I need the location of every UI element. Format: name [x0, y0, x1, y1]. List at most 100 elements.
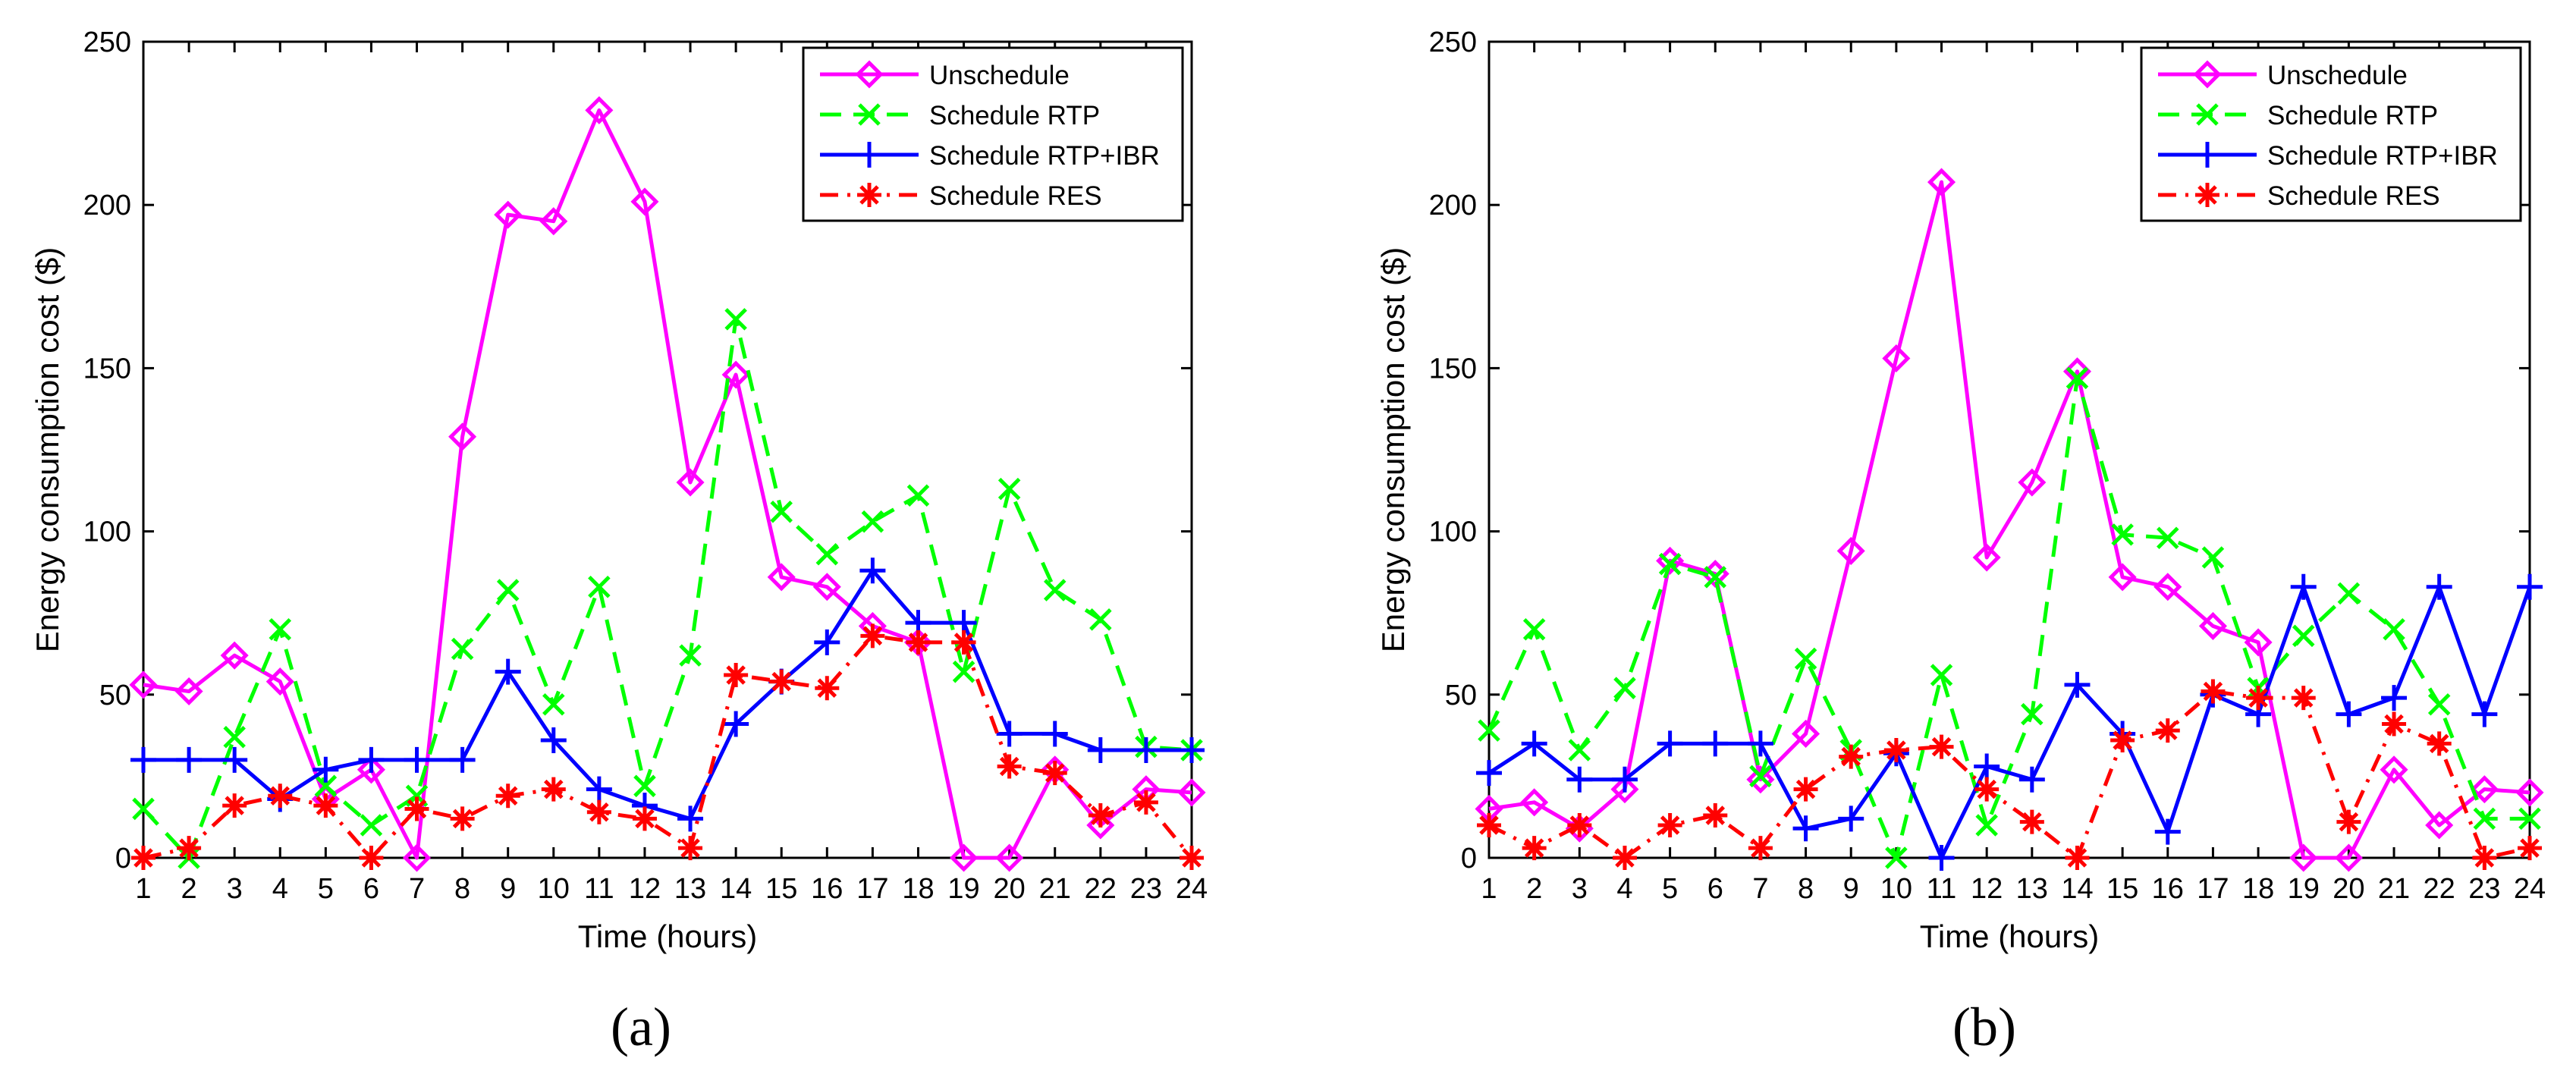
- chart-b-xtick-label: 22: [2424, 873, 2455, 905]
- chart-a-data-point: [223, 725, 246, 749]
- chart-b-legend-label: Schedule RES: [2267, 181, 2440, 211]
- chart-b-data-point: [1703, 803, 1728, 828]
- chart-b-xtick-label: 4: [1616, 873, 1632, 905]
- chart-b-data-point: [2380, 755, 2408, 784]
- chart-b-data-point: [1794, 647, 1817, 670]
- chart-a-data-point: [1180, 846, 1204, 870]
- chart-b-data-point: [2155, 718, 2180, 743]
- chart-b-xtick-label: 7: [1752, 873, 1768, 905]
- chart-b-data-point: [2427, 692, 2451, 716]
- chart-a-data-point: [129, 670, 158, 699]
- chart-b-xtick-label: 8: [1798, 873, 1814, 905]
- chart-b-data-point: [1657, 730, 1683, 757]
- chart-b-xtick-label: 15: [2106, 873, 2138, 905]
- chart-a-legend-marker: [855, 60, 884, 89]
- chart-b-data-point: [2201, 679, 2226, 704]
- chart-a-data-point: [495, 658, 521, 685]
- chart-a-data-point: [314, 774, 338, 798]
- chart-a-xtick-label: 16: [811, 873, 843, 905]
- chart-a-data-point: [859, 557, 886, 584]
- chart-a-data-point: [1089, 608, 1112, 631]
- chart-a-data-point: [952, 660, 975, 683]
- chart-b-xtick-label: 16: [2152, 873, 2184, 905]
- chart-a-data-point: [222, 793, 247, 818]
- chart-a-data-point: [861, 510, 884, 533]
- chart-a-data-point: [633, 774, 656, 798]
- chart-b-data-point: [2019, 809, 2044, 834]
- chart-b-legend-label: Unschedule: [2267, 61, 2408, 90]
- chart-b-data-point: [2473, 807, 2496, 831]
- chart-panel-a: 1 2 3 4 5 6 7 8 9 10 11 12 13 14 15 16 17 18 19 20 21 22 23 240…: [30, 27, 1208, 1057]
- chart-a-data-point: [767, 563, 796, 592]
- chart-a-data-point: [1041, 721, 1068, 747]
- chart-a-data-point: [404, 796, 429, 821]
- chart-b-data-point: [1746, 765, 1775, 794]
- chart-a-series-line: [143, 633, 1193, 860]
- chart-a-data-point: [494, 200, 523, 229]
- chart-b-data-point: [2425, 811, 2454, 840]
- chart-a-ylabel: Energy consumption cost ($): [30, 247, 65, 653]
- chart-a-xtick-label: 22: [1085, 873, 1117, 905]
- chart-a-data-point: [951, 630, 976, 655]
- chart-a-ytick-label: 250: [83, 27, 131, 58]
- chart-a-xtick-label: 11: [584, 873, 614, 905]
- chart-a-data-point: [1088, 803, 1113, 828]
- chart-a-data-point: [770, 501, 793, 523]
- chart-b-data-point: [1974, 753, 2000, 780]
- chart-b-data-point: [1478, 719, 1500, 742]
- chart-b-data-point: [1613, 677, 1636, 699]
- chart-a-xtick-label: 19: [947, 873, 979, 905]
- chart-a-legend-label: Schedule RTP+IBR: [929, 141, 1160, 171]
- chart-b-data-point: [1930, 664, 1953, 686]
- chart-b-data-point: [2291, 686, 2316, 711]
- chart-a-data-point: [678, 836, 703, 861]
- chart-b-data-point: [2198, 611, 2227, 640]
- chart-b-xlabel: Time (hours): [1920, 919, 2099, 954]
- chart-b-plot: 1 2 3 4 5 6 7 8 9 10 11 12 13 14 15 16 17 18 19 20 21 22 23 240…: [1375, 27, 2546, 954]
- chart-b-data-point: [2470, 775, 2499, 804]
- chart-b-data-point: [1611, 766, 1638, 793]
- chart-a-data-point: [995, 843, 1024, 872]
- chart-b-data-point: [1749, 765, 1772, 788]
- chart-b-ytick-label: 200: [1429, 190, 1477, 221]
- chart-a-data-point: [586, 799, 611, 824]
- chart-a-data-point: [1087, 736, 1114, 763]
- chart-b-data-point: [2018, 766, 2045, 793]
- chart-a-xtick-label: 17: [856, 873, 888, 905]
- chart-a-data-point: [906, 484, 930, 507]
- chart-b-xtick-label: 21: [2378, 873, 2410, 905]
- chart-a-data-point: [997, 754, 1022, 779]
- chart-a-data-point: [814, 629, 840, 655]
- chart-b-legend: Unschedule Schedule RTP Schedule RTP+IBR Sc…: [2140, 46, 2522, 222]
- chart-a-data-point: [358, 746, 385, 773]
- chart-a-ytick-label: 200: [83, 190, 131, 221]
- chart-a-data-point: [723, 711, 749, 737]
- chart-b-data-point: [2426, 573, 2452, 600]
- chart-a-data-point: [676, 468, 705, 497]
- caption-b: (b): [1952, 997, 2016, 1057]
- chart-a-data-point: [176, 746, 203, 773]
- chart-b-data-point: [1476, 760, 1502, 787]
- chart-b-data-point: [1975, 814, 1998, 837]
- caption-a: (a): [611, 997, 671, 1057]
- chart-b-data-point: [1927, 168, 1956, 196]
- chart-a-data-point: [313, 793, 338, 818]
- chart-a-xtick-label: 13: [674, 873, 706, 905]
- chart-a-data-point: [815, 676, 840, 701]
- chart-a-legend-marker: [857, 183, 881, 207]
- chart-a-data-point: [542, 692, 565, 716]
- chart-a-data-point: [632, 806, 657, 831]
- chart-b-xtick-label: 17: [2197, 873, 2229, 905]
- chart-a-data-point: [860, 623, 885, 648]
- chart-b-data-point: [2018, 468, 2047, 497]
- chart-b-data-point: [2337, 582, 2361, 605]
- chart-a-ytick-label: 150: [83, 353, 131, 385]
- chart-b-legend-label: Schedule RTP+IBR: [2267, 141, 2498, 171]
- chart-b-xtick-label: 12: [1971, 873, 2003, 905]
- chart-b-data-point: [1522, 617, 1546, 641]
- chart-b-data-point: [2157, 526, 2179, 549]
- chart-a-legend-label: Schedule RES: [929, 181, 1102, 211]
- chart-a-data-point: [221, 746, 248, 773]
- chart-b-data-point: [2153, 573, 2182, 601]
